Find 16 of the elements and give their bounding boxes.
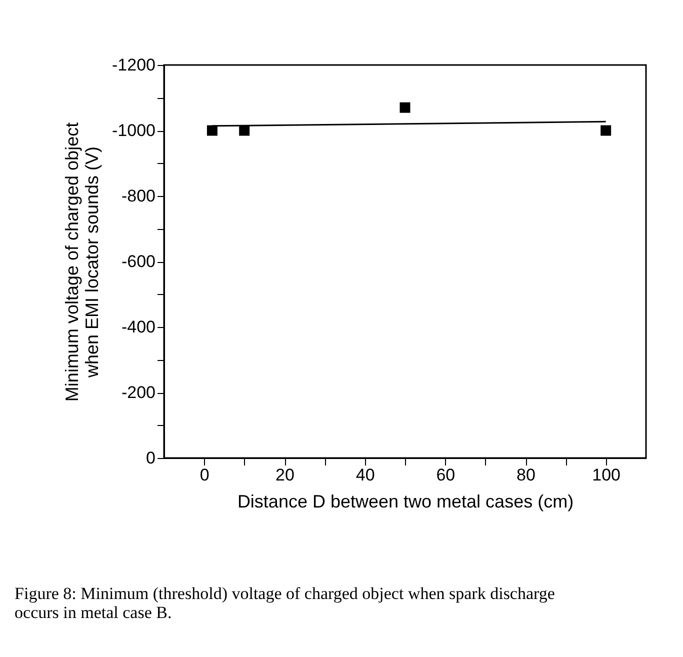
- y-tick-label: -1000: [112, 121, 156, 140]
- y-tick-label: 0: [146, 448, 156, 468]
- y-tick-label: -800: [121, 186, 156, 206]
- y-tick-label: -600: [121, 252, 156, 271]
- x-tick-label: 40: [356, 466, 375, 484]
- x-axis-title: Distance D between two metal cases (cm): [237, 492, 574, 512]
- x-tick-label: 100: [592, 466, 621, 484]
- x-tick-label: 60: [436, 466, 456, 484]
- y-tick-label: -400: [121, 318, 156, 336]
- y-axis-title: Minimum voltage of charged object when EMI locator sounds (V): [62, 122, 102, 402]
- y-tick-label: -200: [121, 383, 156, 402]
- y-tick-label: -1200: [112, 56, 156, 74]
- x-tick-label: 80: [516, 466, 536, 484]
- x-tick-label: 0: [200, 466, 210, 484]
- x-tick-label: 20: [276, 466, 294, 484]
- caption: Figure 8: Minimum (threshold) voltage of charged object when spark discharge occurs in metal case B.: [14, 584, 555, 622]
